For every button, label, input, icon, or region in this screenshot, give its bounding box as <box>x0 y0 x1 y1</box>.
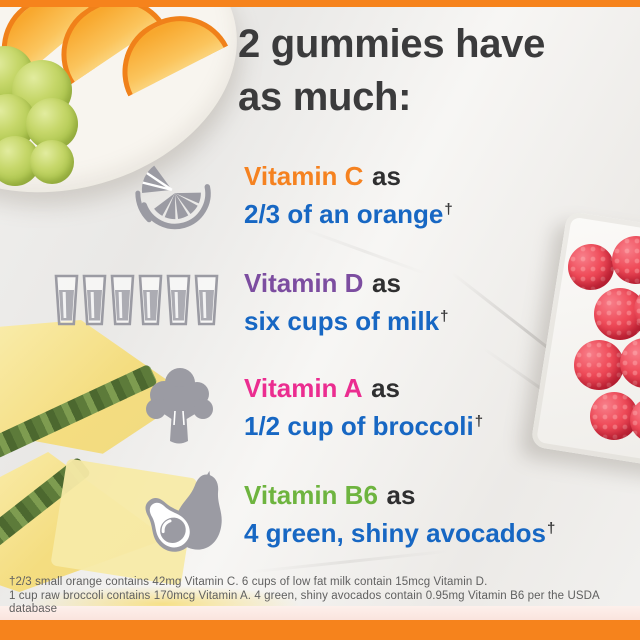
vitamin-name: Vitamin D <box>244 268 364 298</box>
dagger-mark: † <box>444 201 453 218</box>
milk-cup-icon <box>82 274 107 326</box>
footnote-line2: 1 cup raw broccoli contains 170mcg Vitam… <box>9 589 600 616</box>
raspberry-photo <box>630 398 640 442</box>
vitamin-line: Vitamin D as <box>244 266 448 300</box>
vitamin-name: Vitamin A <box>244 373 363 403</box>
dagger-mark: † <box>440 308 449 325</box>
orange-slice-icon <box>130 155 222 244</box>
footnote: †2/3 small orange contains 42mg Vitamin … <box>9 576 633 617</box>
vitamin-name: Vitamin B6 <box>244 480 378 510</box>
equivalent-line: 2/3 of an orange† <box>244 193 453 231</box>
equivalent-line: 4 green, shiny avocados† <box>244 512 555 550</box>
milk-cup-icon <box>166 274 191 326</box>
equivalent-text: 4 green, shiny avocados <box>244 518 547 548</box>
as-word: as <box>371 373 400 403</box>
broccoli-icon <box>141 367 217 450</box>
top-orange-frame-bar <box>0 0 640 7</box>
avocado-icon <box>138 470 230 565</box>
vitamin-b6-row: Vitamin B6 as 4 green, shiny avocados† <box>0 468 640 578</box>
equivalent-text: 2/3 of an orange <box>244 199 444 229</box>
dagger-mark: † <box>474 413 484 430</box>
equivalent-line: six cups of milk† <box>244 300 448 338</box>
dagger-mark: † <box>547 520 556 537</box>
headline-line1: 2 gummies have <box>238 22 546 66</box>
milk-cup-icon <box>110 274 135 326</box>
footnote-line1: †2/3 small orange contains 42mg Vitamin … <box>9 576 488 588</box>
equivalent-text: six cups of milk <box>244 306 440 336</box>
raspberry-photo <box>634 286 640 334</box>
raspberry-photo <box>620 338 640 388</box>
vitamin-a-row: Vitamin A as 1/2 cup of broccoli† <box>0 362 640 462</box>
raspberry-photo <box>594 288 640 340</box>
grape-photo <box>30 140 74 184</box>
raspberry-photo <box>568 244 614 290</box>
vitamin-line: Vitamin B6 as <box>244 478 555 512</box>
vitamin-line: Vitamin A as <box>244 371 483 405</box>
vitamin-d-row: Vitamin D as six cups of milk† <box>0 264 640 364</box>
vitamin-line: Vitamin C as <box>244 159 453 193</box>
equivalent-line: 1/2 cup of broccoli† <box>244 405 483 443</box>
bottom-photo-strip <box>0 606 640 620</box>
vitamin-c-row: Vitamin C as 2/3 of an orange† <box>0 150 640 250</box>
as-word: as <box>386 480 416 510</box>
as-word: as <box>372 161 401 191</box>
milk-cup-icon <box>54 274 79 326</box>
milk-cups-icons <box>54 274 219 326</box>
milk-cup-icon <box>194 274 219 326</box>
raspberry-photo <box>574 340 624 390</box>
vitamin-name: Vitamin C <box>244 161 364 191</box>
equivalent-text: 1/2 cup of broccoli <box>244 411 474 441</box>
headline-line2: as much: <box>238 75 412 119</box>
headline: 2 gummies have as much: <box>238 18 545 124</box>
bottom-orange-frame-bar <box>0 620 640 640</box>
milk-cup-icon <box>138 274 163 326</box>
as-word: as <box>372 268 401 298</box>
